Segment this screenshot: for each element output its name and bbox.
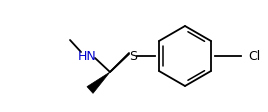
Polygon shape (87, 72, 110, 93)
Text: Cl: Cl (248, 50, 260, 62)
Text: HN: HN (78, 50, 96, 62)
Text: S: S (129, 50, 137, 62)
